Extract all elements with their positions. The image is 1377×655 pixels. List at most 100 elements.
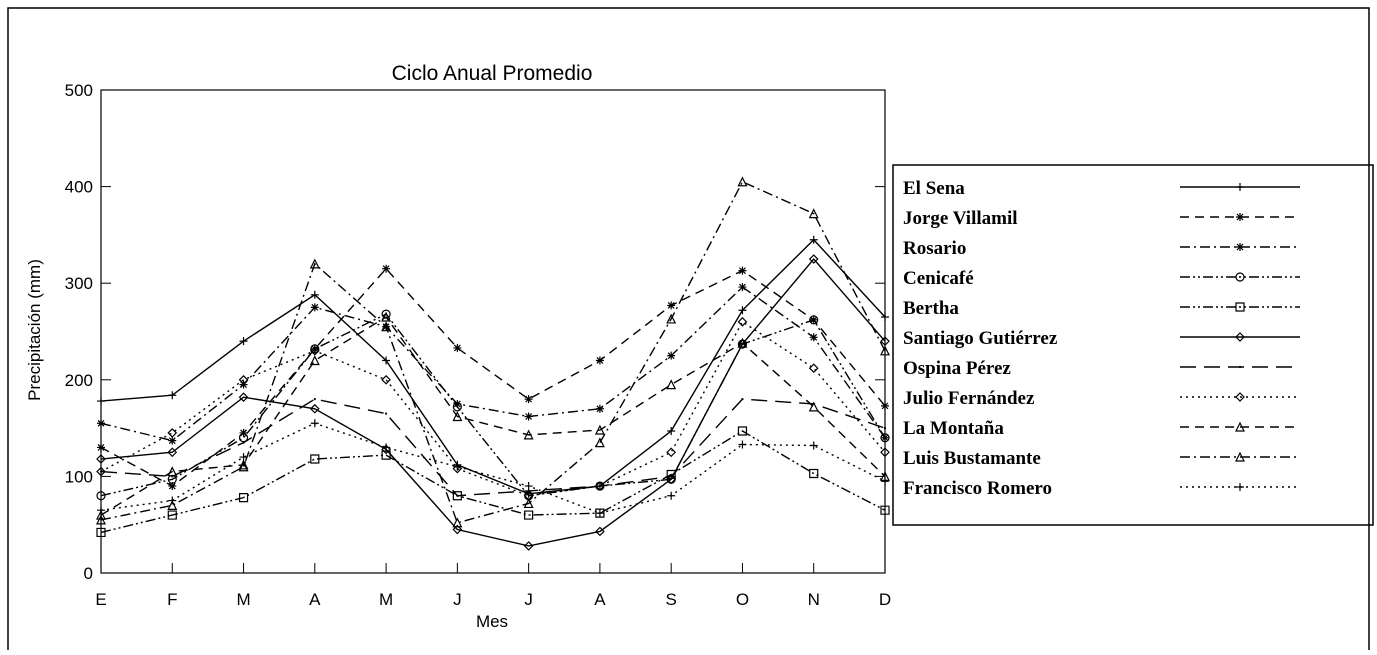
marker <box>1236 483 1244 491</box>
marker <box>452 517 463 528</box>
marker <box>381 321 392 332</box>
marker <box>309 403 320 414</box>
marker <box>167 466 178 477</box>
marker <box>598 484 602 488</box>
marker <box>666 379 677 390</box>
marker <box>384 412 388 415</box>
legend-marker <box>1235 451 1245 462</box>
marker <box>96 514 106 525</box>
series-line <box>100 320 886 497</box>
marker <box>310 290 319 299</box>
series-line <box>100 430 886 534</box>
marker <box>382 356 391 365</box>
legend-label: Rosario <box>903 238 966 259</box>
series-line <box>100 180 886 524</box>
marker <box>452 524 463 535</box>
legend-marker <box>1238 365 1242 369</box>
marker <box>309 345 320 356</box>
marker <box>310 344 319 353</box>
y-tick-label: 400 <box>65 178 93 197</box>
marker <box>382 264 391 273</box>
marker <box>167 510 177 520</box>
marker <box>168 482 177 491</box>
marker <box>808 254 819 264</box>
marker <box>667 301 676 310</box>
marker <box>168 496 177 505</box>
legend-label: Luis Bustamante <box>903 448 1041 469</box>
series-line <box>100 398 886 497</box>
marker <box>666 313 677 324</box>
marker <box>808 401 819 412</box>
marker <box>880 447 890 458</box>
marker <box>667 351 676 360</box>
marker <box>1235 332 1245 342</box>
marker <box>667 426 676 435</box>
legend-label: Julio Fernández <box>903 388 1035 409</box>
marker <box>1235 272 1245 282</box>
marker <box>1235 302 1245 312</box>
marker <box>1236 213 1244 221</box>
chart-title: Ciclo Anual Promedio <box>392 62 593 85</box>
marker <box>452 491 462 501</box>
marker <box>239 428 248 437</box>
x-tick-label: S <box>666 590 677 609</box>
marker <box>667 491 676 500</box>
legend-label: Cenicafé <box>903 268 974 289</box>
marker <box>809 235 818 244</box>
marker <box>666 474 677 485</box>
legend-label: Santiago Gutiérrez <box>903 328 1058 349</box>
marker <box>309 258 320 269</box>
marker <box>523 429 534 440</box>
marker <box>453 462 462 471</box>
marker <box>167 500 178 510</box>
x-tick-label: O <box>736 590 749 609</box>
marker <box>97 397 105 406</box>
marker <box>666 447 677 458</box>
marker <box>808 208 819 219</box>
legend-label: Francisco Romero <box>903 478 1052 499</box>
marker <box>880 505 890 515</box>
x-tick-label: F <box>167 590 177 609</box>
legend-label: Ospina Pérez <box>903 358 1011 379</box>
marker <box>883 427 887 430</box>
legend-marker <box>1236 213 1244 221</box>
marker <box>452 411 463 422</box>
plot-frame <box>100 89 886 574</box>
series-line <box>100 257 886 547</box>
legend-label: Jorge Villamil <box>903 208 1018 229</box>
marker <box>310 303 319 312</box>
y-tick-label: 100 <box>65 467 93 486</box>
y-axis-label: Precipitación (mm) <box>25 259 44 401</box>
legend-marker <box>1235 272 1245 282</box>
marker <box>738 266 747 275</box>
marker <box>595 508 605 518</box>
legend-marker <box>1236 243 1244 251</box>
legend-marker <box>1235 332 1245 342</box>
marker <box>524 395 533 404</box>
marker <box>167 447 178 458</box>
marker <box>737 176 748 187</box>
marker <box>1235 392 1245 402</box>
marker <box>524 510 534 520</box>
marker <box>238 459 249 470</box>
legend-marker <box>1236 483 1244 491</box>
series-line <box>100 286 886 442</box>
marker <box>382 443 391 452</box>
series-line <box>100 422 886 514</box>
x-tick-label: A <box>594 590 606 609</box>
x-tick-label: D <box>879 590 891 609</box>
x-tick-label: J <box>453 590 462 609</box>
marker <box>381 311 392 322</box>
marker <box>310 344 320 354</box>
y-tick-label: 300 <box>65 274 93 293</box>
marker <box>741 398 744 401</box>
x-tick-label: E <box>95 590 106 609</box>
marker <box>524 412 533 421</box>
marker <box>1235 421 1245 432</box>
marker <box>881 477 889 486</box>
marker <box>524 482 533 491</box>
marker <box>167 428 178 438</box>
marker <box>309 355 320 366</box>
marker <box>595 404 604 413</box>
legend-marker <box>1236 183 1244 191</box>
